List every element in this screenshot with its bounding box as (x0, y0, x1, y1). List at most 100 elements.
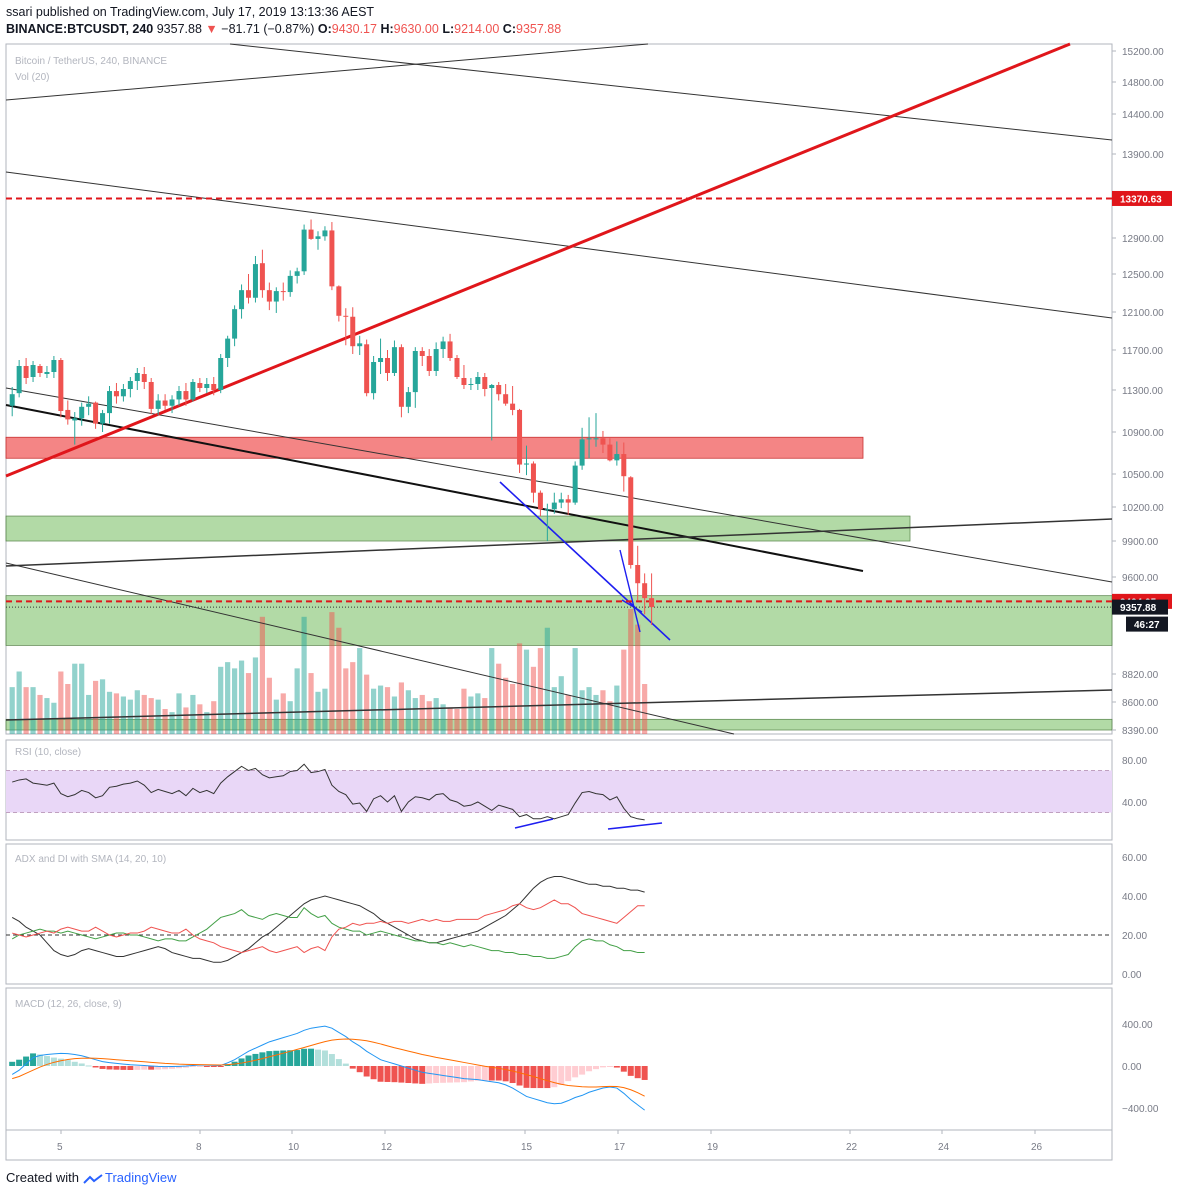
price-tick-label: 15200.00 (1122, 47, 1164, 58)
candle-body (489, 385, 495, 388)
candle (51, 356, 57, 378)
candle (329, 222, 335, 291)
volume-bar (86, 694, 92, 734)
macd-histogram-bar (363, 1066, 370, 1077)
macd-histogram-bar (488, 1066, 495, 1081)
candle-body (468, 384, 474, 385)
candle-body (336, 286, 342, 316)
candle (301, 224, 307, 275)
volume-bar (99, 679, 106, 734)
volume-bar (516, 643, 523, 734)
macd-histogram-bar (405, 1066, 412, 1084)
candle-body (558, 499, 564, 503)
volume-bar (197, 704, 203, 734)
candle-body (510, 403, 516, 410)
time-tick-label: 26 (1031, 1142, 1043, 1153)
volume-bar (600, 690, 606, 734)
candle-body (294, 271, 300, 276)
price-tick-label: 14400.00 (1122, 110, 1164, 121)
price-tick-label: 13900.00 (1122, 150, 1164, 161)
macd-histogram-bar (50, 1057, 57, 1066)
adx-pane[interactable] (6, 876, 1112, 963)
price-tag (1126, 616, 1168, 632)
volume-bar (252, 657, 259, 734)
volume-bar (433, 698, 439, 734)
open-label: O: (317, 22, 332, 36)
candle (58, 358, 64, 418)
candle-body (628, 477, 634, 565)
volume-bar (9, 687, 15, 734)
volume-bar (65, 684, 71, 734)
volume-bar (350, 662, 356, 734)
macd-histogram-bar (37, 1054, 43, 1066)
volume-bar (294, 668, 300, 734)
candle (294, 267, 300, 284)
candle-body (433, 349, 439, 371)
di-minus-line (12, 899, 645, 954)
rsi-pane[interactable] (6, 763, 1112, 830)
volume-bar (225, 662, 231, 734)
macd-histogram-bar (280, 1050, 287, 1066)
candle-body (197, 383, 203, 388)
volume-bar (398, 682, 404, 734)
macd-line (11, 1025, 645, 1111)
volume-bar (412, 698, 418, 734)
macd-histogram-bar (342, 1063, 349, 1066)
candle-body (391, 347, 397, 373)
volume-bar (447, 707, 453, 734)
candle (426, 349, 432, 376)
macd-histogram-bar (565, 1066, 572, 1082)
price-pane[interactable] (5, 42, 1113, 735)
candle-body (315, 236, 321, 239)
candle (315, 231, 321, 250)
blue-trendline (621, 599, 643, 613)
tradingview-brand[interactable]: TradingView (104, 1170, 177, 1185)
adx-tick-label: 60.00 (1122, 853, 1147, 864)
time-tick-label: 22 (846, 1142, 858, 1153)
macd-pane[interactable] (9, 1025, 648, 1111)
candle (86, 396, 92, 416)
macd-histogram-bar (454, 1066, 460, 1083)
candle-body (551, 502, 557, 510)
macd-tick-label: −400.00 (1122, 1104, 1159, 1115)
macd-histogram-bar (447, 1066, 454, 1083)
volume-bar (593, 694, 599, 734)
macd-histogram-bar (23, 1056, 30, 1066)
symbol-ohlc-line: BINANCE:BTCUSDT, 240 9357.88 ▼ −81.71 (−… (6, 21, 561, 38)
close-label: C: (502, 22, 516, 36)
created-with-label: Created with (6, 1170, 79, 1185)
candle (259, 249, 265, 298)
volume-bar (245, 673, 252, 734)
macd-histogram-bar (287, 1050, 294, 1066)
volume-bar (238, 660, 245, 734)
macd-histogram-bar (30, 1053, 37, 1066)
candle-body (440, 341, 446, 350)
candle (93, 401, 99, 429)
candle-body (9, 394, 15, 406)
macd-histogram-bar (203, 1066, 210, 1067)
candle-body (378, 358, 384, 362)
candle-body (530, 463, 536, 493)
volume-bar (72, 663, 78, 734)
macd-histogram-bar (419, 1066, 426, 1084)
candle (586, 417, 592, 459)
macd-pane-title: MACD (12, 26, close, 9) (15, 999, 122, 1010)
time-tick-label: 5 (57, 1142, 63, 1153)
price-tick-label: 9600.00 (1122, 573, 1159, 584)
adx-pane-title: ADX and DI with SMA (14, 20, 10) (15, 854, 166, 865)
candle-body (72, 418, 78, 421)
candle (120, 384, 126, 402)
candle (378, 338, 384, 374)
volume-bar (475, 693, 481, 734)
trend-line-red (5, 42, 1071, 478)
volume-bar (579, 690, 585, 734)
volume-bar (607, 701, 613, 734)
candle (489, 384, 495, 441)
candle-body (364, 344, 370, 394)
candle-body (357, 343, 363, 347)
macd-histogram-bar (266, 1051, 273, 1066)
macd-histogram-bar (134, 1066, 141, 1070)
candle-body (475, 377, 481, 384)
macd-histogram-bar (370, 1066, 377, 1080)
